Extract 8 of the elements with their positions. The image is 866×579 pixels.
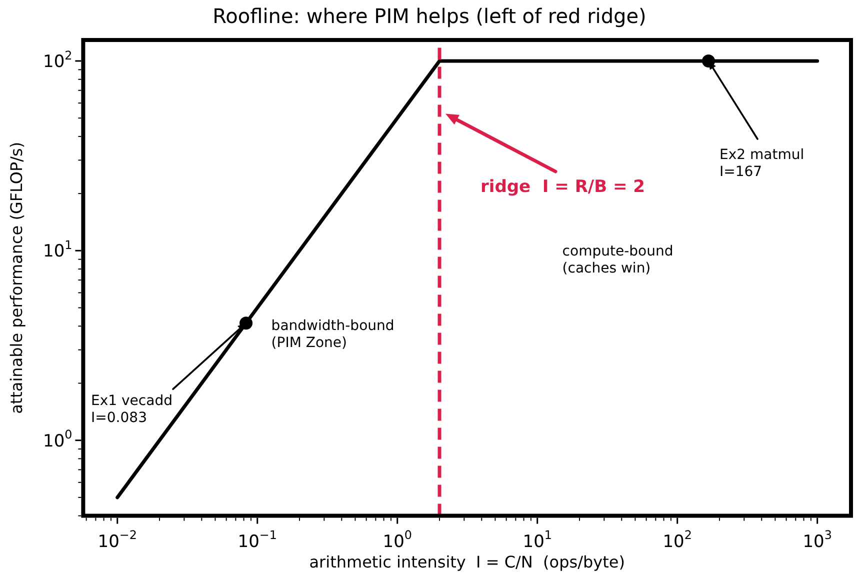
annotation: Ex1 vecadd I=0.083 <box>91 393 172 426</box>
annotation: compute-bound (caches win) <box>562 244 674 277</box>
annotation: Ex2 matmul I=167 <box>720 146 804 180</box>
ref-line-label: ridge I = R/B = 2 <box>480 176 645 197</box>
chart-title: Roofline: where PIM helps (left of red ridge) <box>212 4 646 28</box>
y-axis-title: attainable performance (GFLOP/s) <box>6 142 26 414</box>
x-axis-title: arithmetic intensity I = C/N (ops/byte) <box>309 552 625 572</box>
annotation: bandwidth-bound (PIM Zone) <box>271 318 394 352</box>
